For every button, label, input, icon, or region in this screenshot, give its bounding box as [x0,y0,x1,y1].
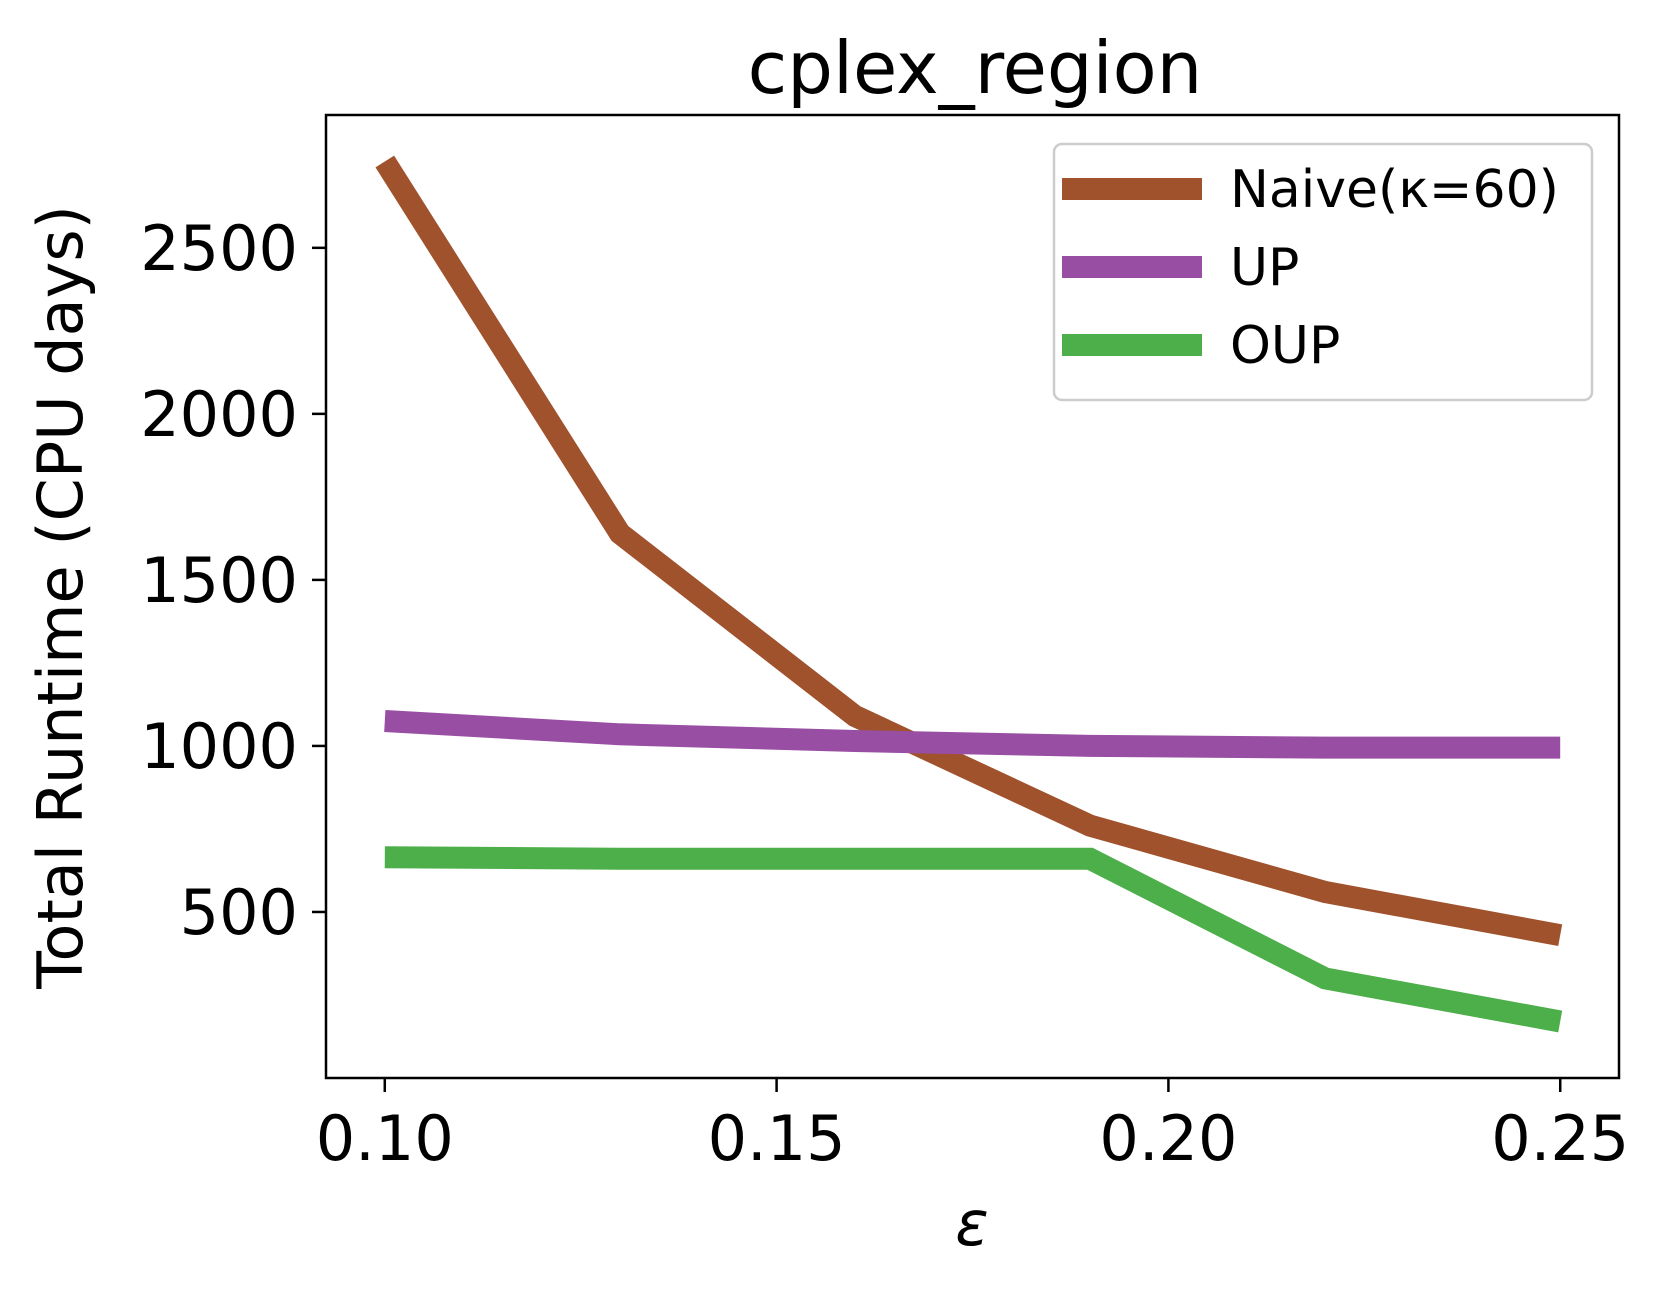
legend-label: UP [1230,238,1299,298]
y-axis: 500 1000 1500 2000 2500 [140,212,326,949]
chart-title: cplex_region [748,26,1203,110]
x-tick-label: 0.15 [708,1102,846,1175]
series-line-1 [375,155,1563,947]
y-tick-label: 1500 [140,544,298,617]
x-tick-label: 0.20 [1099,1102,1237,1175]
x-axis: 0.10 0.15 0.20 0.25 [316,1078,1629,1175]
x-tick-label: 0.25 [1491,1102,1629,1175]
series-layer [375,155,1563,1033]
x-tick-label: 0.10 [316,1102,454,1175]
y-tick-label: 2000 [140,378,298,451]
series-line-2 [384,710,1561,759]
series-line-3 [384,846,1563,1033]
y-tick-label: 1000 [140,710,298,783]
y-axis-label: Total Runtime (CPU days) [24,205,97,990]
y-tick-label: 2500 [140,212,298,285]
x-axis-label: ε [955,1187,989,1260]
plot-frame [324,113,1621,1080]
y-tick-label: 500 [180,876,298,949]
legend-label: Naive(κ=60) [1230,160,1559,220]
legend: Naive(κ=60) UP OUP [1052,142,1594,402]
legend-label: OUP [1230,316,1340,376]
